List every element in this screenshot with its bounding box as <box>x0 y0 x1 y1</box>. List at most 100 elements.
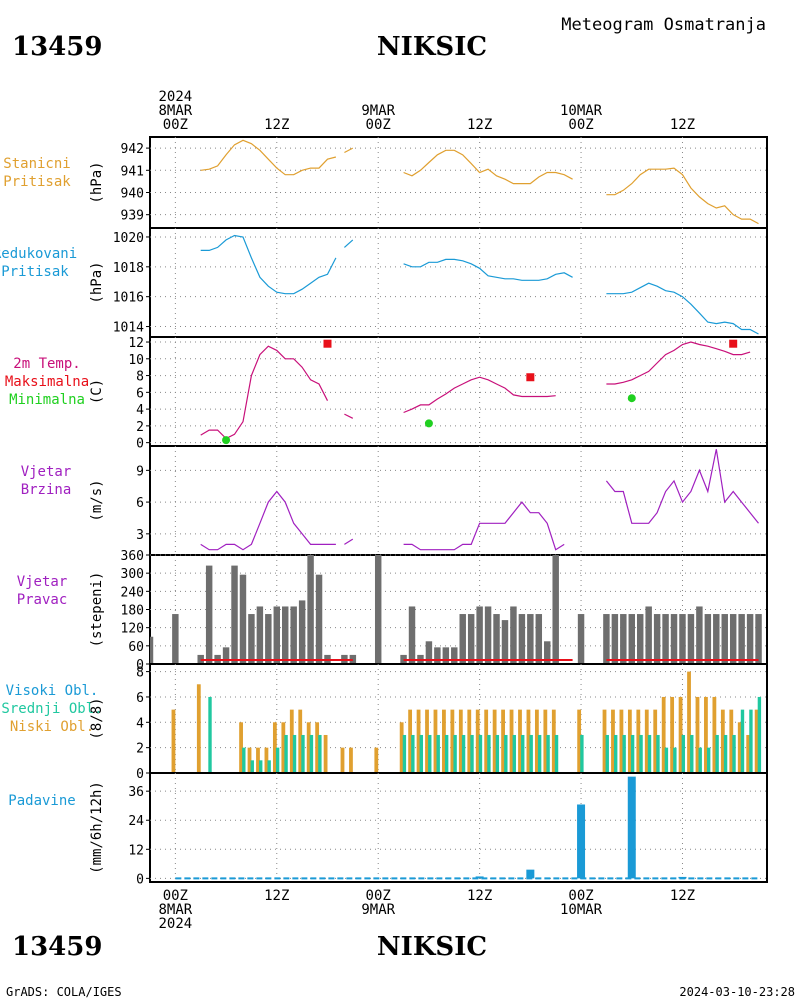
low-cloud-bar <box>171 709 176 773</box>
y-tick-label: 36 <box>128 785 144 800</box>
mid-cloud-bar <box>318 734 322 773</box>
mid-cloud-bar <box>419 734 424 773</box>
mid-cloud-bar <box>647 734 652 773</box>
low-cloud-bar <box>712 696 717 773</box>
y-axis-label: (8/8) <box>89 697 105 739</box>
low-cloud-bar <box>450 709 455 773</box>
low-cloud-bar <box>611 709 615 773</box>
low-cloud-bar <box>704 696 708 773</box>
low-cloud-bar <box>281 722 286 773</box>
direction-bar <box>150 636 154 664</box>
time-tick-label: 8MAR <box>158 902 192 918</box>
direction-bar <box>273 606 281 664</box>
mid-cloud-bar <box>309 734 314 773</box>
low-cloud-bar <box>653 709 658 773</box>
mid-cloud-bar <box>504 734 508 773</box>
low-cloud-bar <box>272 722 277 773</box>
direction-bar <box>222 647 230 664</box>
meteogram-panels: 939940941942(hPa)StanicniPritisak1014101… <box>0 136 768 887</box>
low-cloud-bar <box>399 722 404 773</box>
mid-cloud-bar <box>428 734 432 773</box>
panel-frame <box>149 227 768 338</box>
low-cloud-bar <box>196 684 201 773</box>
mid-cloud-bar <box>690 734 694 773</box>
panel-label: Vjetar <box>21 464 72 480</box>
direction-bar <box>172 614 179 664</box>
tmax-marker <box>526 373 535 382</box>
y-tick-label: 12 <box>128 843 144 858</box>
mid-cloud-bar <box>580 734 584 773</box>
y-axis-label: (hPa) <box>89 161 105 203</box>
direction-bar <box>434 647 441 664</box>
y-tick-label: 941 <box>121 164 144 179</box>
time-tick-label: 9MAR <box>361 103 395 119</box>
y-tick-label: 4 <box>136 403 144 418</box>
direction-bar <box>729 614 737 664</box>
y-tick-label: 1016 <box>113 291 144 306</box>
credit-text: GrADS: COLA/IGES <box>6 985 122 999</box>
panel-label: Padavine <box>8 793 75 809</box>
time-tick-label: 10MAR <box>560 103 603 119</box>
mid-cloud-bar <box>259 760 263 773</box>
y-tick-label: 4 <box>136 716 144 731</box>
y-tick-label: 1014 <box>113 321 144 336</box>
direction-bar <box>755 614 762 664</box>
direction-bar <box>552 555 559 664</box>
y-tick-label: 6 <box>136 496 144 511</box>
direction-bar <box>231 565 238 664</box>
mid-cloud-bar <box>495 734 500 773</box>
precip-bar <box>577 804 586 879</box>
time-tick-label: 10MAR <box>560 902 603 918</box>
station-id-top: 13459 <box>12 32 102 62</box>
series-line <box>344 239 354 248</box>
mid-cloud-bar <box>529 734 533 773</box>
panel-label: Pritisak <box>3 174 71 190</box>
low-cloud-bar <box>670 696 675 773</box>
low-cloud-bar <box>501 709 505 773</box>
low-cloud-bar <box>577 709 582 773</box>
time-tick-label: 00Z <box>568 888 593 904</box>
time-tick-label: 8MAR <box>158 103 192 119</box>
direction-bar <box>484 606 492 664</box>
precip-bar <box>627 776 636 879</box>
direction-bar <box>459 614 466 664</box>
mid-cloud-bar <box>487 734 491 773</box>
mid-cloud-bar <box>639 734 643 773</box>
low-cloud-bar <box>534 709 539 773</box>
direction-bar <box>611 614 619 664</box>
low-cloud-bar <box>239 722 243 773</box>
y-tick-label: 6 <box>136 386 144 401</box>
mid-cloud-bar <box>546 734 550 773</box>
y-tick-label: 300 <box>121 567 144 582</box>
mid-cloud-bar <box>436 734 440 773</box>
y-tick-label: 1020 <box>113 231 144 246</box>
mid-cloud-bar <box>698 747 702 773</box>
y-tick-label: 0 <box>136 658 144 673</box>
mid-cloud-bar <box>715 734 719 773</box>
time-tick-label: 2024 <box>158 916 192 932</box>
mid-cloud-bar <box>605 734 609 773</box>
y-tick-label: 240 <box>121 585 144 600</box>
time-tick-label: 00Z <box>163 888 188 904</box>
y-tick-label: 360 <box>121 549 144 564</box>
direction-bar <box>205 565 213 664</box>
panel-data <box>200 339 751 445</box>
series-line <box>606 167 759 225</box>
direction-bar <box>290 606 297 664</box>
y-tick-label: 10 <box>128 353 144 368</box>
direction-bar <box>713 614 720 664</box>
direction-bar <box>239 574 247 664</box>
y-tick-label: 940 <box>121 186 144 201</box>
time-tick-label: 00Z <box>568 117 593 133</box>
y-tick-label: 1018 <box>113 261 144 276</box>
panel-label: Maksimalna <box>5 374 89 390</box>
mid-cloud-bar <box>444 734 449 773</box>
y-tick-label: 2 <box>136 742 144 757</box>
y-tick-label: 9 <box>136 464 144 479</box>
direction-bar <box>518 614 526 664</box>
panel-label: 2m Temp. <box>13 356 80 372</box>
tmin-marker <box>222 436 231 445</box>
low-cloud-bar <box>374 747 379 773</box>
mid-cloud-bar <box>622 734 626 773</box>
direction-bar <box>265 614 272 664</box>
